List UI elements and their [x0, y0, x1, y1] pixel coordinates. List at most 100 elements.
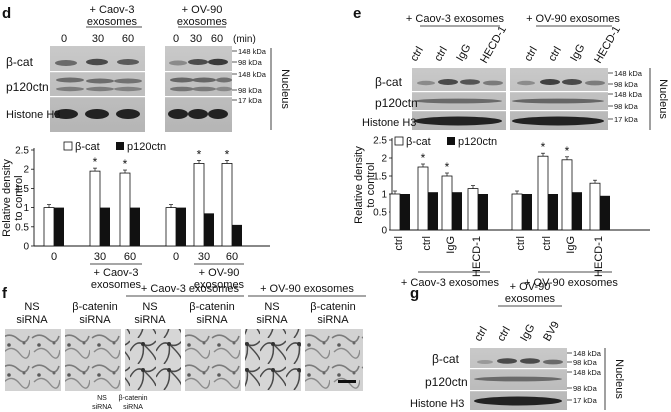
- e-bar-p120: [600, 195, 610, 230]
- d-xtick-label: 30: [94, 251, 106, 263]
- e-group-label: + OV-90 exosomes: [524, 277, 618, 289]
- e-ytick-label: 0: [381, 226, 387, 237]
- f-col3-l2: siRNA: [134, 314, 166, 326]
- e-lane-hecd1-2: HECD-1: [592, 24, 623, 65]
- e-lane-ctrl-1: ctrl: [408, 45, 426, 64]
- d-kda-98b: 98 kDa: [238, 86, 263, 95]
- e-bar-bcat: [389, 193, 401, 231]
- g-header-1: + OV-90: [510, 281, 551, 293]
- e-lane-ctrl-4: ctrl: [546, 45, 564, 64]
- d-bar-p120: [130, 207, 140, 246]
- d-significance-star: *: [197, 147, 202, 161]
- d-xtick-label: 60: [124, 251, 136, 263]
- e-bar-p120: [548, 194, 558, 230]
- d-time-60: 60: [122, 33, 134, 45]
- e-bar-p120: [522, 194, 532, 230]
- f-image-3: [125, 329, 181, 391]
- g-lane-bv9: BV9: [541, 319, 562, 343]
- d-nucleus-label: Nucleus: [279, 69, 291, 109]
- e-significance-star: *: [541, 140, 546, 154]
- g-kda-98a: 98 kDa: [573, 358, 598, 367]
- f-micrographs: [5, 329, 363, 391]
- e-legend-swatch-bcat: [394, 136, 404, 146]
- e-bar-bcat: [537, 155, 549, 231]
- f-col2-l2: siRNA: [79, 314, 111, 326]
- e-ytick-label: 0.5: [373, 208, 387, 219]
- f-header-ov90: + OV-90 exosomes: [260, 283, 354, 295]
- d-legend-swatch-p120: [116, 142, 124, 150]
- f-footer: NS siRNA β-catenin siRNA: [92, 395, 147, 411]
- f-col4-l1: β-catenin: [189, 301, 234, 313]
- d-kda-148b: 148 kDa: [238, 70, 267, 79]
- d-bar-p120: [54, 207, 64, 246]
- e-bar-bcat: [589, 182, 601, 231]
- d-ytick-label: 1.5: [15, 184, 29, 195]
- d-group-label-line2: exosomes: [91, 279, 142, 291]
- d-bar-bcat: [221, 163, 233, 247]
- d-label-bcat: β-cat: [6, 55, 34, 69]
- e-group1-label: + Caov-3 exosomes: [406, 13, 505, 25]
- f-image-2: [65, 329, 121, 391]
- d-group-label-line2: exosomes: [194, 279, 245, 291]
- e-lane-labels: ctrl ctrl IgG HECD-1 ctrl ctrl IgG HECD-…: [408, 24, 623, 65]
- f-col5-l2: siRNA: [256, 314, 288, 326]
- f-scale-bar: [338, 380, 356, 383]
- d-time-60b: 60: [211, 33, 223, 45]
- g-kda-148b: 148 kDa: [573, 368, 602, 377]
- d-group-label: + Caov-3: [94, 267, 139, 279]
- e-xtick-label: HECD-1: [471, 236, 483, 277]
- d-time-unit: (min): [233, 34, 256, 45]
- d-bar-p120: [232, 224, 242, 246]
- g-kda-17: 17 kDa: [573, 396, 598, 405]
- g-lane-igg: IgG: [518, 322, 537, 343]
- e-xtick-label: IgG: [445, 236, 457, 254]
- f-col3-l1: NS: [142, 301, 157, 313]
- e-bar-p120: [452, 192, 462, 230]
- d-xtick-label: 60: [226, 251, 238, 263]
- d-blot-caov3: [50, 46, 145, 132]
- g-header-2: exosomes: [505, 293, 556, 305]
- d-significance-star: *: [123, 157, 128, 171]
- panel-letter-d: d: [2, 5, 11, 22]
- d-ytick-label: 0.5: [15, 222, 29, 233]
- f-col1-l1: NS: [24, 301, 39, 313]
- d-bar-bcat: [193, 163, 205, 247]
- e-significance-star: *: [421, 151, 426, 165]
- d-kda-markers: 148 kDa 98 kDa 148 kDa 98 kDa 17 kDa: [232, 47, 267, 105]
- e-label-p120: p120ctn: [375, 96, 418, 110]
- e-label-histone: Histone H3: [362, 117, 416, 129]
- d-kda-17: 17 kDa: [238, 96, 263, 105]
- g-kda-148a: 148 kDa: [573, 349, 602, 358]
- d-bar-bcat: [43, 207, 55, 247]
- f-column-labels: NS siRNA β-catenin siRNA NS siRNA β-cate…: [16, 301, 355, 326]
- d-ytick-label: 1: [23, 203, 29, 214]
- e-kda-17: 17 kDa: [614, 115, 639, 124]
- e-ytick-label: 1: [381, 190, 387, 201]
- e-bar-bcat: [417, 166, 429, 231]
- d-bar-bcat: [89, 170, 101, 247]
- d-group1-label-line2: exosomes: [87, 16, 138, 28]
- e-kda-98b: 98 kDa: [614, 102, 639, 111]
- d-group2-label-line2: exosomes: [177, 16, 228, 28]
- f-footer-2: siRNA: [92, 404, 112, 411]
- d-group2-label: + OV-90: [182, 4, 223, 16]
- f-footer-1: NS: [97, 395, 107, 402]
- f-image-4: [185, 329, 241, 391]
- e-label-bcat: β-cat: [375, 75, 403, 89]
- e-kda-98a: 98 kDa: [614, 80, 639, 89]
- f-col1-l2: siRNA: [16, 314, 48, 326]
- d-time-30: 30: [92, 33, 104, 45]
- e-lane-ctrl-2: ctrl: [432, 45, 450, 64]
- e-bar-p120: [572, 192, 582, 230]
- d-ytick-label: 2.5: [15, 146, 29, 157]
- d-time-0: 0: [61, 33, 67, 45]
- d-xtick-label: 0: [173, 251, 179, 263]
- f-col6-l1: β-catenin: [310, 301, 355, 313]
- d-kda-98a: 98 kDa: [238, 58, 263, 67]
- d-bar-p120: [176, 207, 186, 246]
- chart-e: 0 0.5 1 1.5 2 2.5 Relative density to control β-…: [353, 136, 650, 289]
- e-kda-148a: 148 kDa: [614, 69, 643, 78]
- panel-letter-e: e: [353, 5, 361, 22]
